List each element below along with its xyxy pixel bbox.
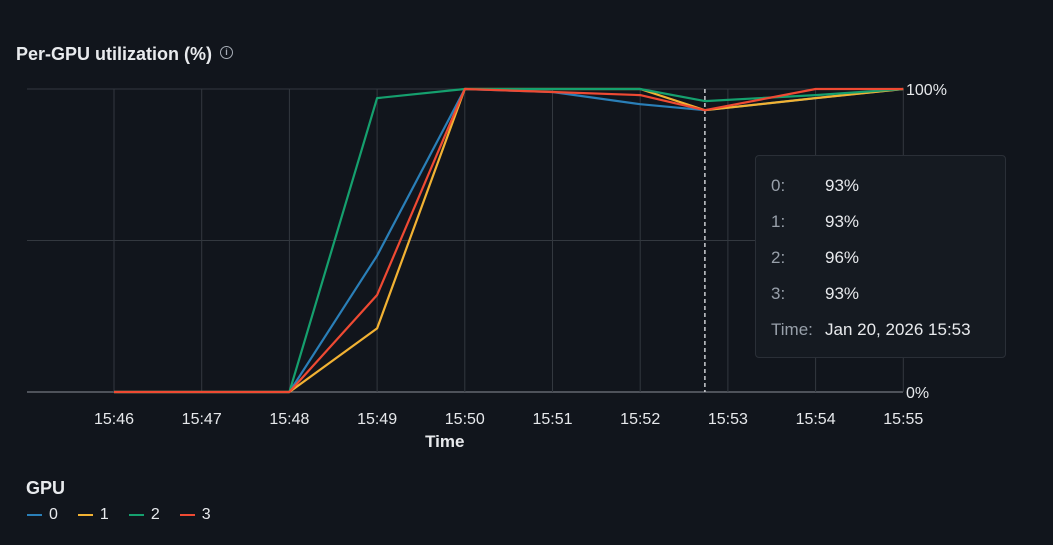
tooltip-row-2: 2: 96% [771, 248, 991, 284]
series-line-3 [114, 87, 904, 394]
series-lines [114, 87, 904, 394]
legend: 0 1 2 3 [27, 506, 211, 524]
legend-item-1[interactable]: 1 [77, 506, 109, 524]
y-tick-label: 100% [906, 82, 947, 99]
y-tick-label: 0% [906, 385, 929, 402]
tooltip-value: 93% [825, 176, 860, 195]
x-axis-title: Time [425, 432, 464, 451]
tooltip-key: 0: [771, 176, 786, 195]
chart-title-text: Per-GPU utilization (%) [16, 44, 213, 64]
x-tick-label: 15:54 [796, 411, 836, 428]
tooltip-time-value: Jan 20, 2026 15:53 [825, 320, 971, 339]
x-tick-label: 15:48 [269, 411, 309, 428]
legend-swatch [128, 514, 144, 516]
legend-title: GPU [26, 478, 66, 498]
x-tick-label: 15:53 [708, 411, 748, 428]
tooltip-row-1: 1: 93% [771, 212, 991, 248]
chart-title: Per-GPU utilization (%) i [16, 44, 234, 65]
x-tick-label: 15:47 [182, 411, 222, 428]
axes: 15:46 15:47 15:48 15:49 15:50 15:51 15:52 15:53… [94, 82, 947, 451]
legend-label: 2 [150, 506, 160, 523]
tooltip-key: 2: [771, 248, 786, 267]
legend-swatch [179, 514, 195, 516]
tooltip-value: 93% [825, 284, 860, 303]
tooltip-row-3: 3: 93% [771, 284, 991, 320]
legend-label: 0 [49, 506, 58, 523]
tooltip-key: 1: [771, 212, 786, 231]
x-tick-label: 15:46 [94, 411, 134, 428]
legend-item-2[interactable]: 2 [128, 506, 160, 524]
tooltip-time-key: Time: [771, 320, 813, 339]
info-circle-icon[interactable]: i [220, 46, 234, 59]
tooltip-key: 3: [771, 284, 786, 303]
legend-label: 1 [99, 506, 109, 523]
x-tick-label: 15:51 [532, 411, 572, 428]
tooltip-row-time: Time: Jan 20, 2026 15:53 [771, 320, 991, 356]
tooltip-row-0: 0: 93% [771, 176, 991, 212]
x-tick-label: 15:55 [883, 411, 923, 428]
hover-tooltip: 0: 93% 1: 93% 2: 96% 3: 93% Time: Jan 20… [755, 155, 1006, 358]
legend-item-3[interactable]: 3 [179, 506, 211, 524]
tooltip-value: 93% [825, 212, 860, 231]
legend-item-0[interactable]: 0 [27, 506, 58, 524]
x-tick-label: 15:52 [620, 411, 660, 428]
x-tick-label: 15:50 [445, 411, 485, 428]
legend-swatch [27, 514, 42, 516]
x-tick-label: 15:49 [357, 411, 397, 428]
legend-label: 3 [201, 506, 211, 523]
legend-swatch [77, 514, 93, 516]
tooltip-value: 96% [825, 248, 860, 267]
